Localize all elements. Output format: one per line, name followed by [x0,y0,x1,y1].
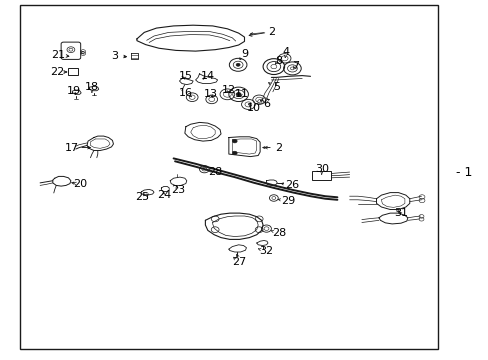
Text: 3: 3 [111,51,118,61]
Text: 20: 20 [74,179,87,189]
Circle shape [232,151,237,155]
Text: 2: 2 [275,143,282,153]
Text: 12: 12 [222,85,235,95]
Text: 13: 13 [204,89,218,99]
Text: 25: 25 [135,192,148,202]
Text: 10: 10 [247,103,261,113]
Text: 22: 22 [50,67,65,77]
Text: 15: 15 [179,71,192,81]
Text: 4: 4 [282,47,289,57]
Text: 16: 16 [179,88,192,98]
Text: 5: 5 [272,82,279,92]
Text: 23: 23 [171,185,185,195]
Text: 8: 8 [275,56,282,66]
Text: 19: 19 [67,86,81,96]
Text: 28: 28 [207,167,222,177]
Bar [311,171,330,180]
Circle shape [236,63,240,66]
Text: 28: 28 [272,228,286,238]
Circle shape [232,139,237,143]
Text: 9: 9 [241,49,247,59]
Text: 31: 31 [393,208,407,218]
Text: 21: 21 [52,50,65,60]
Text: 17: 17 [65,143,79,153]
Text: 2: 2 [267,27,274,37]
Text: 32: 32 [259,246,273,256]
Circle shape [236,93,241,96]
Text: 7: 7 [292,60,299,71]
Bar [20,5,437,349]
Text: 30: 30 [314,164,328,174]
Text: 6: 6 [263,99,269,109]
Text: 26: 26 [285,180,299,190]
Text: 29: 29 [281,196,295,206]
Text: - 1: - 1 [455,166,472,179]
Text: 14: 14 [201,71,214,81]
Bar [68,68,78,75]
Text: 18: 18 [85,82,99,92]
Text: 11: 11 [235,89,248,99]
Text: 27: 27 [232,257,246,267]
Text: 24: 24 [156,190,171,200]
FancyBboxPatch shape [61,42,81,59]
